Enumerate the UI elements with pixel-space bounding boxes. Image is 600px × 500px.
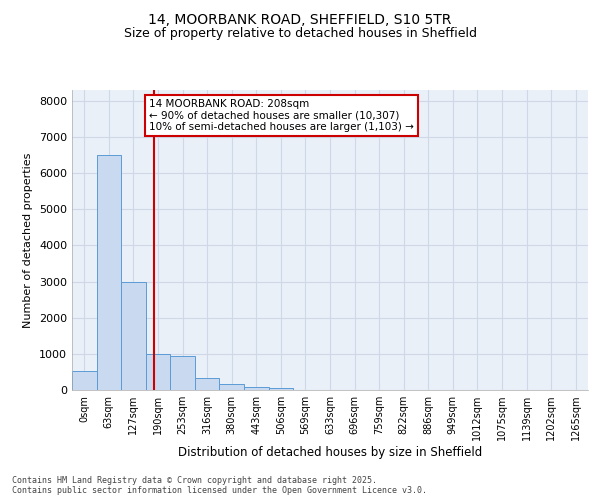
Bar <box>72 371 97 390</box>
Bar <box>244 386 269 390</box>
Bar <box>220 384 244 390</box>
Text: Size of property relative to detached houses in Sheffield: Size of property relative to detached ho… <box>124 28 476 40</box>
X-axis label: Distribution of detached houses by size in Sheffield: Distribution of detached houses by size … <box>178 446 482 459</box>
Text: Contains HM Land Registry data © Crown copyright and database right 2025.
Contai: Contains HM Land Registry data © Crown c… <box>12 476 427 495</box>
Bar <box>121 282 146 390</box>
Bar <box>195 378 220 390</box>
Bar <box>146 354 170 390</box>
Bar <box>170 356 195 390</box>
Bar <box>97 155 121 390</box>
Text: 14 MOORBANK ROAD: 208sqm
← 90% of detached houses are smaller (10,307)
10% of se: 14 MOORBANK ROAD: 208sqm ← 90% of detach… <box>149 99 414 132</box>
Text: 14, MOORBANK ROAD, SHEFFIELD, S10 5TR: 14, MOORBANK ROAD, SHEFFIELD, S10 5TR <box>148 12 452 26</box>
Y-axis label: Number of detached properties: Number of detached properties <box>23 152 34 328</box>
Bar <box>269 388 293 390</box>
